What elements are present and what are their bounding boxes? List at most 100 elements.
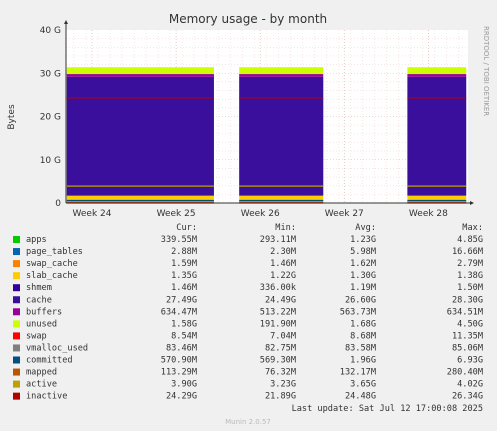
chart-title: Memory usage - by month bbox=[169, 12, 327, 26]
legend-label-swap-cache: swap_cache bbox=[26, 259, 78, 269]
area-cache bbox=[407, 76, 467, 196]
legend-swatch-vmalloc-used bbox=[13, 344, 20, 352]
area-buffers bbox=[407, 74, 467, 77]
legend-value-max: 6.93G bbox=[457, 356, 483, 366]
legend-value-avg: 3.65G bbox=[350, 380, 376, 390]
legend-swatch-inactive bbox=[13, 392, 20, 400]
legend-value-max: 85.06M bbox=[452, 343, 483, 353]
legend-value-avg: 1.62M bbox=[350, 259, 376, 269]
axes: 0 10 G 20 G 30 G 40 G Week 24 Week 25 Week 26 We… bbox=[40, 20, 474, 219]
area-unused bbox=[407, 67, 467, 75]
legend-value-min: 7.04M bbox=[270, 331, 296, 341]
legend-value-avg: 1.96G bbox=[350, 356, 376, 366]
legend-swatch-shmem bbox=[13, 284, 20, 292]
legend-value-avg: 83.58M bbox=[345, 343, 376, 353]
legend-swatch-committed bbox=[13, 356, 20, 364]
legend-value-avg: 563.73M bbox=[340, 307, 376, 317]
legend: Cur: Min: Avg: Max: apps 339.55M 293.11M 1.23G 4… bbox=[13, 223, 483, 402]
x-tick-label: Week 24 bbox=[73, 209, 112, 219]
legend-label-vmalloc-used: vmalloc_used bbox=[26, 343, 88, 353]
legend-label-cache: cache bbox=[26, 295, 52, 305]
legend-swatch-slab-cache bbox=[13, 272, 20, 280]
legend-value-avg: 26.60G bbox=[345, 295, 376, 305]
legend-value-min: 21.89G bbox=[265, 392, 296, 402]
legend-value-cur: 113.29M bbox=[161, 368, 197, 378]
area-cache bbox=[66, 76, 214, 196]
legend-value-avg: 24.48G bbox=[345, 392, 376, 402]
legend-label-shmem: shmem bbox=[26, 283, 52, 293]
legend-label-active: active bbox=[26, 380, 57, 390]
legend-value-avg: 8.68M bbox=[350, 331, 376, 341]
legend-value-min: 336.00k bbox=[260, 283, 297, 293]
munin-version: Munin 2.0.57 bbox=[225, 418, 271, 426]
legend-value-min: 82.75M bbox=[265, 343, 296, 353]
legend-value-cur: 3.90G bbox=[171, 380, 197, 390]
area-unused bbox=[66, 67, 214, 75]
legend-value-cur: 8.54M bbox=[171, 331, 197, 341]
legend-value-cur: 339.55M bbox=[161, 235, 197, 245]
legend-column-header: Cur: bbox=[176, 223, 197, 233]
legend-value-min: 3.23G bbox=[270, 380, 296, 390]
y-axis-label: Bytes bbox=[7, 104, 17, 130]
legend-value-min: 513.22M bbox=[260, 307, 296, 317]
legend-swatch-buffers bbox=[13, 308, 20, 316]
legend-value-min: 293.11M bbox=[260, 235, 296, 245]
y-axis-arrow bbox=[64, 20, 68, 24]
legend-value-cur: 634.47M bbox=[161, 307, 197, 317]
y-tick-label: 30 G bbox=[40, 69, 61, 79]
legend-label-buffers: buffers bbox=[26, 307, 62, 317]
legend-swatch-swap bbox=[13, 332, 20, 340]
legend-value-min: 569.30M bbox=[260, 356, 296, 366]
legend-value-max: 4.02G bbox=[457, 380, 483, 390]
legend-value-min: 1.22G bbox=[270, 271, 296, 281]
area-unused bbox=[239, 67, 324, 75]
area-buffers bbox=[239, 74, 324, 77]
legend-value-cur: 570.90M bbox=[161, 356, 197, 366]
legend-value-cur: 24.29G bbox=[166, 392, 197, 402]
legend-value-max: 4.85G bbox=[457, 235, 483, 245]
legend-value-min: 2.30M bbox=[270, 247, 296, 257]
rrdtool-credit: RRDTOOL / TOBI OETIKER bbox=[482, 26, 490, 116]
legend-value-avg: 1.23G bbox=[350, 235, 376, 245]
legend-value-avg: 1.30G bbox=[350, 271, 376, 281]
y-tick-label: 0 bbox=[55, 199, 61, 209]
area-slab-cache bbox=[407, 195, 467, 202]
area-buffers bbox=[66, 74, 214, 77]
legend-column-header: Min: bbox=[275, 223, 296, 233]
x-tick-label: Week 25 bbox=[157, 209, 196, 219]
legend-label-unused: unused bbox=[26, 319, 57, 329]
area-cache bbox=[239, 76, 324, 196]
legend-value-max: 2.79M bbox=[457, 259, 483, 269]
x-axis-arrow bbox=[470, 201, 474, 205]
legend-swatch-mapped bbox=[13, 368, 20, 376]
legend-label-inactive: inactive bbox=[26, 392, 67, 402]
legend-value-max: 634.51M bbox=[447, 307, 483, 317]
legend-swatch-unused bbox=[13, 320, 20, 328]
legend-swatch-apps bbox=[13, 236, 20, 243]
area-slab-cache bbox=[239, 195, 324, 202]
legend-swatch-cache bbox=[13, 296, 20, 304]
legend-value-min: 1.46M bbox=[270, 259, 296, 269]
legend-value-cur: 83.46M bbox=[166, 343, 197, 353]
legend-value-max: 1.38G bbox=[457, 271, 483, 281]
legend-value-cur: 1.35G bbox=[171, 271, 197, 281]
legend-value-max: 16.66M bbox=[452, 247, 483, 257]
x-tick-label: Week 26 bbox=[241, 209, 280, 219]
legend-value-avg: 132.17M bbox=[340, 368, 376, 378]
legend-label-committed: committed bbox=[26, 356, 73, 366]
y-tick-label: 20 G bbox=[40, 113, 61, 123]
legend-value-avg: 1.68G bbox=[350, 319, 376, 329]
legend-value-min: 24.49G bbox=[265, 295, 296, 305]
last-update: Last update: Sat Jul 12 17:00:08 2025 bbox=[292, 404, 483, 414]
legend-swatch-swap-cache bbox=[13, 260, 20, 268]
legend-value-cur: 2.88M bbox=[171, 247, 197, 257]
legend-value-min: 191.90M bbox=[260, 319, 296, 329]
legend-value-cur: 27.49G bbox=[166, 295, 197, 305]
legend-label-swap: swap bbox=[26, 331, 47, 341]
legend-value-avg: 5.98M bbox=[350, 247, 376, 257]
legend-value-max: 28.30G bbox=[452, 295, 483, 305]
legend-column-header: Avg: bbox=[355, 223, 376, 233]
legend-value-max: 4.50G bbox=[457, 319, 483, 329]
legend-label-apps: apps bbox=[26, 235, 47, 245]
